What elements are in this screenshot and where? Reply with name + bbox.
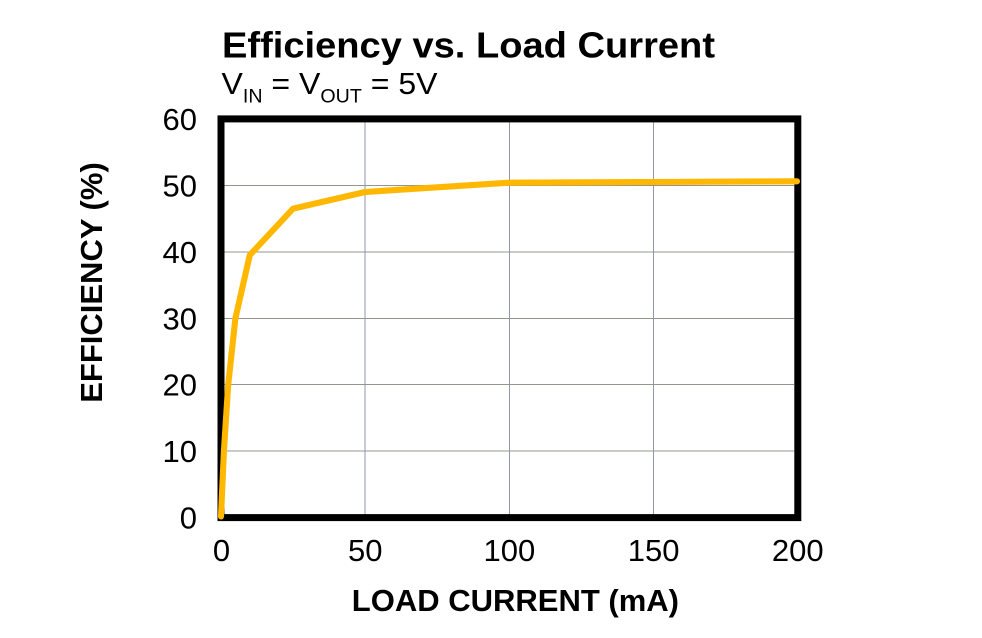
svg-text:0: 0 bbox=[213, 533, 230, 568]
svg-text:Efficiency vs. Load Current: Efficiency vs. Load Current bbox=[222, 25, 715, 66]
svg-text:20: 20 bbox=[163, 368, 197, 403]
svg-text:100: 100 bbox=[484, 533, 536, 568]
svg-text:50: 50 bbox=[348, 533, 382, 568]
svg-text:0: 0 bbox=[180, 501, 197, 536]
svg-text:LOAD CURRENT (mA): LOAD CURRENT (mA) bbox=[352, 583, 679, 618]
svg-text:EFFICIENCY (%): EFFICIENCY (%) bbox=[74, 162, 109, 403]
svg-text:60: 60 bbox=[163, 102, 197, 137]
svg-text:30: 30 bbox=[163, 301, 197, 336]
svg-text:200: 200 bbox=[772, 533, 824, 568]
svg-text:50: 50 bbox=[163, 168, 197, 203]
svg-text:10: 10 bbox=[163, 434, 197, 469]
svg-text:150: 150 bbox=[628, 533, 680, 568]
svg-text:40: 40 bbox=[163, 235, 197, 270]
